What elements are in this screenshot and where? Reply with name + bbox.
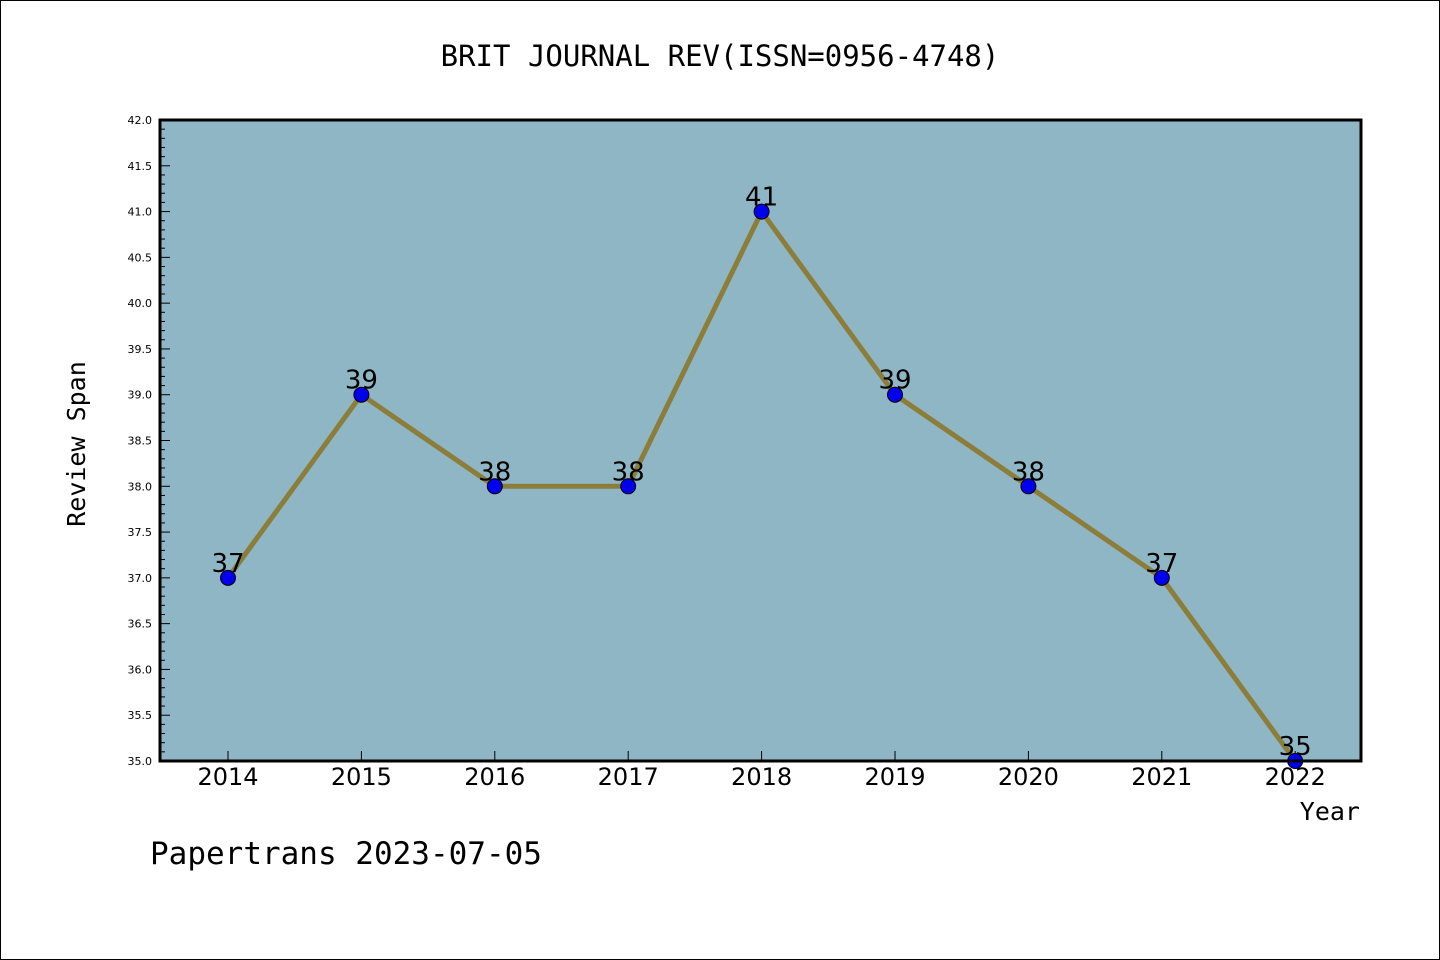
y-tick-label: 36.5 (128, 618, 153, 631)
data-point-marker (220, 569, 236, 586)
data-label: 38 (612, 457, 645, 487)
plot-area (160, 120, 1361, 761)
y-tick-label: 38.5 (128, 435, 153, 448)
x-tick-label: 2014 (197, 763, 258, 791)
data-label: 41 (745, 183, 778, 213)
data-point-marker (1153, 569, 1170, 586)
data-label: 37 (211, 549, 244, 579)
y-axis-label: Review Span (62, 361, 91, 527)
y-tick-label: 40.0 (128, 297, 153, 310)
data-point-marker (753, 203, 770, 220)
chart-title: BRIT JOURNAL REV(ISSN=0956-4748) (441, 39, 1000, 73)
data-label: 37 (1145, 549, 1178, 579)
y-tick-label: 36.0 (128, 663, 153, 676)
data-point-marker (486, 478, 503, 495)
x-axis-label: Year (1300, 797, 1360, 826)
x-tick-label: 2019 (864, 763, 925, 791)
y-tick-label: 35.5 (128, 709, 153, 722)
y-tick-label: 41.5 (128, 160, 153, 173)
data-label: 38 (1012, 457, 1045, 487)
y-tick-label: 40.5 (128, 251, 153, 264)
y-tick-label: 35.0 (128, 755, 153, 768)
x-tick-label: 2021 (1131, 763, 1192, 791)
data-label: 39 (345, 366, 378, 396)
data-label: 39 (878, 366, 911, 396)
y-tick-label: 37.5 (128, 526, 153, 539)
x-tick-label: 2018 (731, 763, 792, 791)
y-tick-label: 39.5 (128, 343, 153, 356)
y-tick-label: 38.0 (128, 480, 153, 493)
y-tick-label: 39.0 (128, 389, 153, 402)
y-tick-label: 41.0 (128, 206, 153, 219)
data-labels: 37 39 38 38 41 39 38 37 35 (211, 183, 1311, 762)
x-tick-label: 2020 (998, 763, 1059, 791)
data-label: 35 (1279, 732, 1312, 762)
y-tick-label: 37.0 (128, 572, 153, 585)
data-point-marker (1020, 478, 1037, 495)
x-tick-label: 2016 (464, 763, 525, 791)
data-label: 38 (478, 457, 511, 487)
plot-border (158, 118, 1363, 763)
footer-credit: Papertrans 2023-07-05 (150, 836, 542, 872)
series-markers (220, 203, 1304, 769)
x-tick-label: 2015 (331, 763, 392, 791)
x-tick-label: 2017 (598, 763, 659, 791)
data-point-marker (887, 386, 903, 403)
data-point-marker (620, 478, 637, 495)
data-point-marker (353, 386, 370, 403)
y-tick-label: 42.0 (128, 114, 153, 127)
x-axis-tick-labels: 2014 2015 2016 2017 2018 2019 2020 2021 2022 (197, 763, 1325, 791)
y-axis-tick-labels: 35.0 35.5 36.0 36.5 37.0 37.5 38.0 38.5 39.0 39.5… (128, 114, 153, 768)
